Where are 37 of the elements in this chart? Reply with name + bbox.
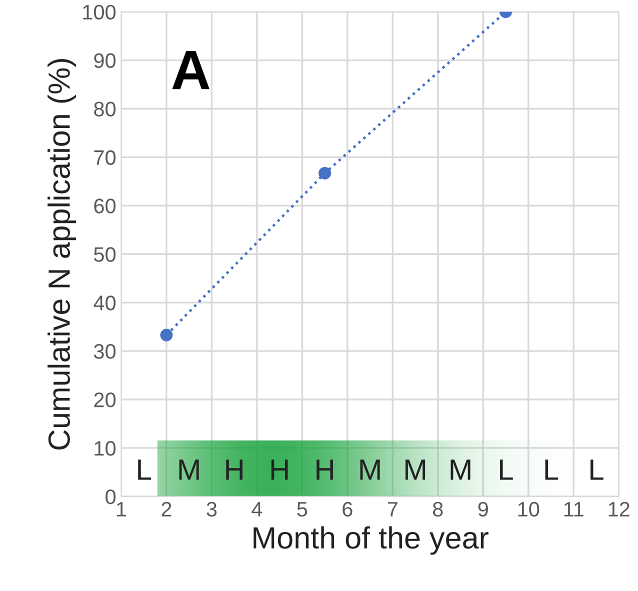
annotation: H: [226, 460, 242, 480]
x-tick-label: 5: [297, 502, 308, 517]
x-tick-label: 8: [433, 502, 443, 517]
annotation: L: [138, 460, 151, 480]
y-tick-label: 50: [94, 247, 116, 262]
y-tick-label: 100: [83, 4, 116, 20]
y-axis-title: Cumulative N application (%): [48, 59, 76, 450]
x-axis-title: Month of the year: [254, 526, 488, 555]
x-tick-label: 12: [608, 502, 630, 516]
x-tick-label: 2: [162, 502, 172, 516]
y-tick-label: 40: [94, 296, 116, 310]
y-tick-label: 70: [94, 150, 116, 165]
annotation: A: [172, 50, 210, 90]
annotation: M: [406, 460, 426, 480]
annotation: L: [590, 460, 604, 480]
y-tick-label: 10: [94, 440, 116, 456]
x-tick-label: 1: [117, 502, 126, 516]
y-tick-label: 20: [94, 392, 116, 408]
annotation: M: [450, 460, 470, 480]
y-tick-label: 60: [94, 198, 116, 214]
annotation: M: [179, 460, 199, 480]
x-tick-label: 3: [206, 502, 217, 517]
x-tick-label: 6: [342, 502, 352, 517]
annotation: H: [316, 460, 333, 480]
x-tick-label: 4: [252, 502, 262, 516]
x-tick-label: 9: [478, 502, 488, 517]
annotation: H: [271, 460, 288, 480]
annotation: L: [500, 460, 513, 480]
annotation: L: [545, 460, 558, 480]
y-tick-label: 90: [94, 53, 116, 68]
x-tick-label: 7: [388, 502, 398, 516]
x-tick-label: 11: [564, 502, 584, 516]
y-tick-label: 30: [94, 344, 116, 359]
annotation: M: [360, 460, 380, 480]
x-tick-label: 10: [518, 502, 540, 517]
y-tick-label: 80: [94, 102, 116, 116]
y-tick-label: 0: [106, 489, 116, 504]
